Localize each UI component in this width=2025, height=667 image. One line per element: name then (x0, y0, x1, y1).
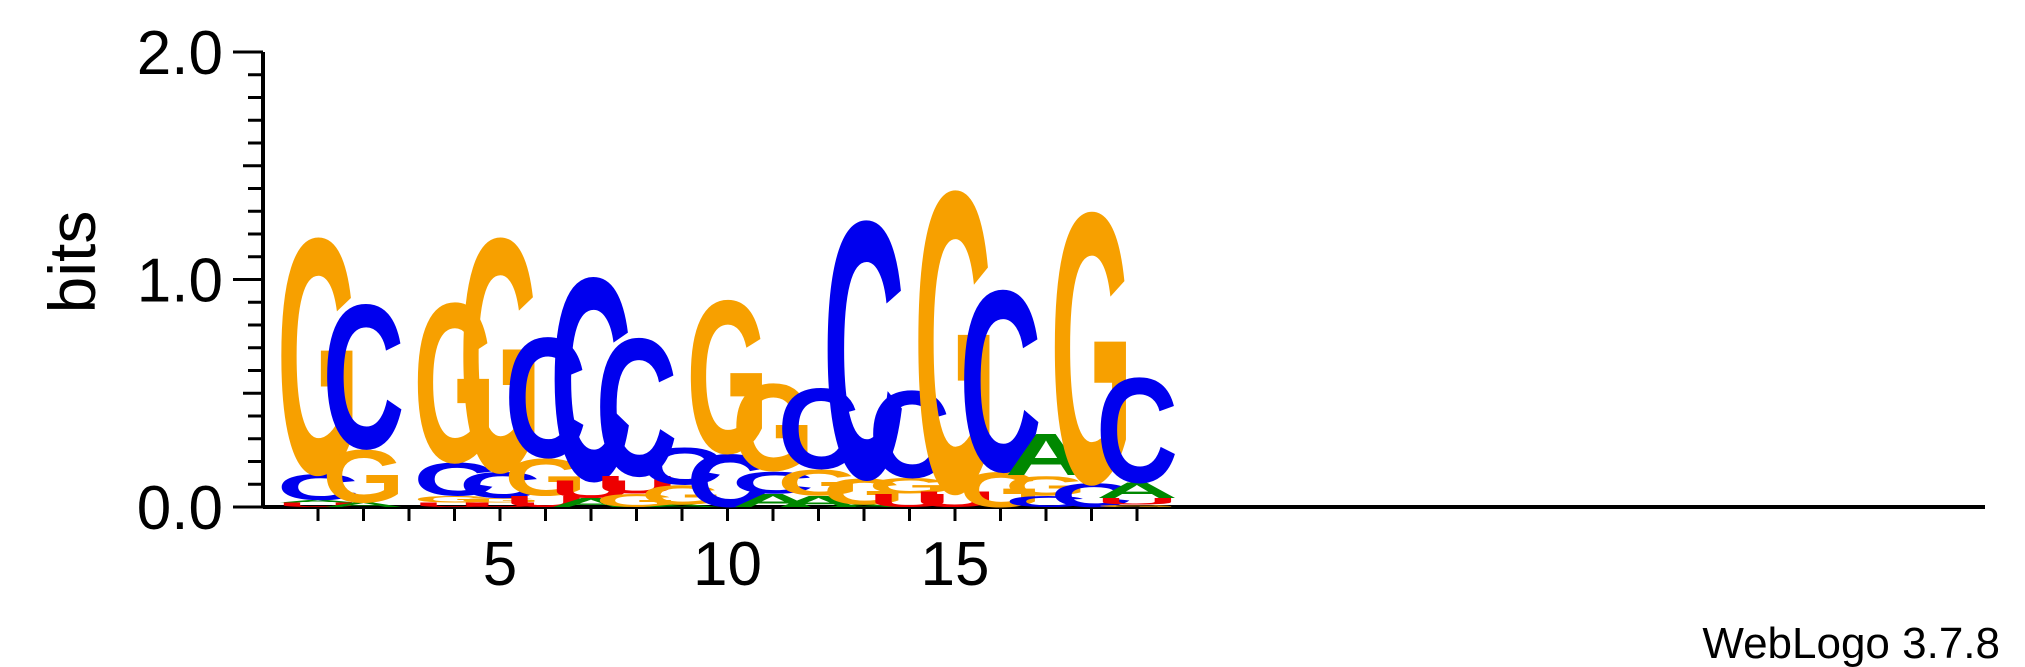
logo-letter-G-pos-14: G (869, 474, 951, 498)
logo-letter-A-pos-1: A (277, 500, 359, 503)
logo-letter-C-pos-13: C (823, 144, 905, 556)
logo-letter-G-pos-15: G (914, 102, 996, 583)
logo-letter-C-pos-17: C (1005, 493, 1087, 510)
logo-letter-A-pos-12: A (777, 493, 859, 510)
logo-letter-C-pos-12: C (777, 364, 859, 493)
logo-letter-G-pos-12: G (778, 462, 860, 504)
logo-letter-C-pos-6: C (504, 301, 586, 493)
logo-letter-G-pos-17: G (1005, 471, 1087, 502)
logo-letter-C-pos-8: C (595, 299, 677, 518)
logo-letter-G-pos-5: G (459, 497, 541, 504)
logo-letter-G-pos-6: G (505, 447, 587, 507)
logo-letter-C-pos-2: C (322, 262, 404, 492)
y-tick-label: 2.0 (137, 19, 223, 88)
logo-letter-C-pos-5: C (459, 464, 541, 506)
logo-letter-G-pos-1: G (277, 168, 359, 545)
logo-letter-G-pos-13: G (823, 471, 905, 513)
x-tick-label: 10 (693, 530, 762, 599)
logo-letter-G-pos-9: G (641, 480, 723, 511)
x-tick-label: 15 (921, 530, 990, 599)
logo-letter-G-pos-19: G (1096, 504, 1178, 507)
logo-letter-A-pos-13: A (823, 504, 905, 507)
logo-letter-U-pos-7: U (550, 476, 632, 504)
logo-letter-G-pos-2: G (323, 435, 405, 519)
logo-letter-G-pos-11: G (732, 358, 814, 497)
logo-letter-U-pos-5: U (459, 501, 541, 508)
logo-letter-G-pos-16: G (960, 462, 1042, 518)
y-axis: 0.0 1.0 2.0 (137, 19, 265, 543)
logo-letter-U-pos-15: U (914, 488, 996, 512)
logo-letter-C-pos-4: C (413, 454, 495, 506)
logo-letter-G-pos-5: G (459, 170, 541, 542)
logo-letter-U-pos-6: U (504, 493, 586, 510)
x-tick-label: 5 (483, 530, 517, 599)
logo-letter-C-pos-14: C (868, 366, 950, 505)
x-axis: 5 10 15 (263, 505, 1985, 599)
logo-letter-C-pos-11: C (732, 465, 814, 500)
logo-letter-G-pos-8: G (596, 490, 678, 511)
logo-letter-C-pos-19: C (1096, 348, 1178, 515)
logo-letter-C-pos-10: C (686, 440, 768, 523)
weblogo-credit: WebLogo 3.7.8 (1702, 619, 2000, 667)
logo-letter-G-pos-4: G (414, 494, 496, 505)
logo-letter-C-pos-9: C (641, 436, 723, 495)
y-tick-label: 1.0 (137, 247, 223, 316)
logo-letter-A-pos-19: A (1096, 478, 1178, 502)
logo-letter-A-pos-17: A (1005, 422, 1087, 488)
logo-letter-U-pos-19: U (1096, 496, 1178, 506)
logo-letter-U-pos-4: U (413, 501, 495, 508)
logo-letter-A-pos-9: A (641, 504, 723, 507)
logo-letter-U-pos-8: U (595, 471, 677, 499)
logo-letter-U-pos-1: U (277, 501, 359, 508)
logo-letter-C-pos-16: C (959, 237, 1041, 526)
y-tick-label: 0.0 (137, 474, 223, 543)
logo-letter-C-pos-18: C (1050, 476, 1132, 514)
logo-letter-G-pos-10: G (687, 256, 769, 499)
logo-letter-A-pos-11: A (732, 490, 814, 511)
logo-letter-A-pos-7: A (550, 496, 632, 510)
y-axis-label: bits (35, 211, 109, 314)
logo-letter-C-pos-7: C (550, 218, 632, 542)
logo-letter-C-pos-1: C (277, 466, 359, 508)
logo-letter-A-pos-2: A (322, 501, 404, 508)
logo-letter-G-pos-18: G (1051, 133, 1133, 566)
logo-stacks: UACGAGCUGCGUGCGUGCAUCGUCAGCCGACGAGCAGCUG… (277, 102, 1178, 583)
logo-letter-G-pos-4: G (414, 255, 496, 510)
logo-letter-U-pos-14: U (868, 490, 950, 511)
